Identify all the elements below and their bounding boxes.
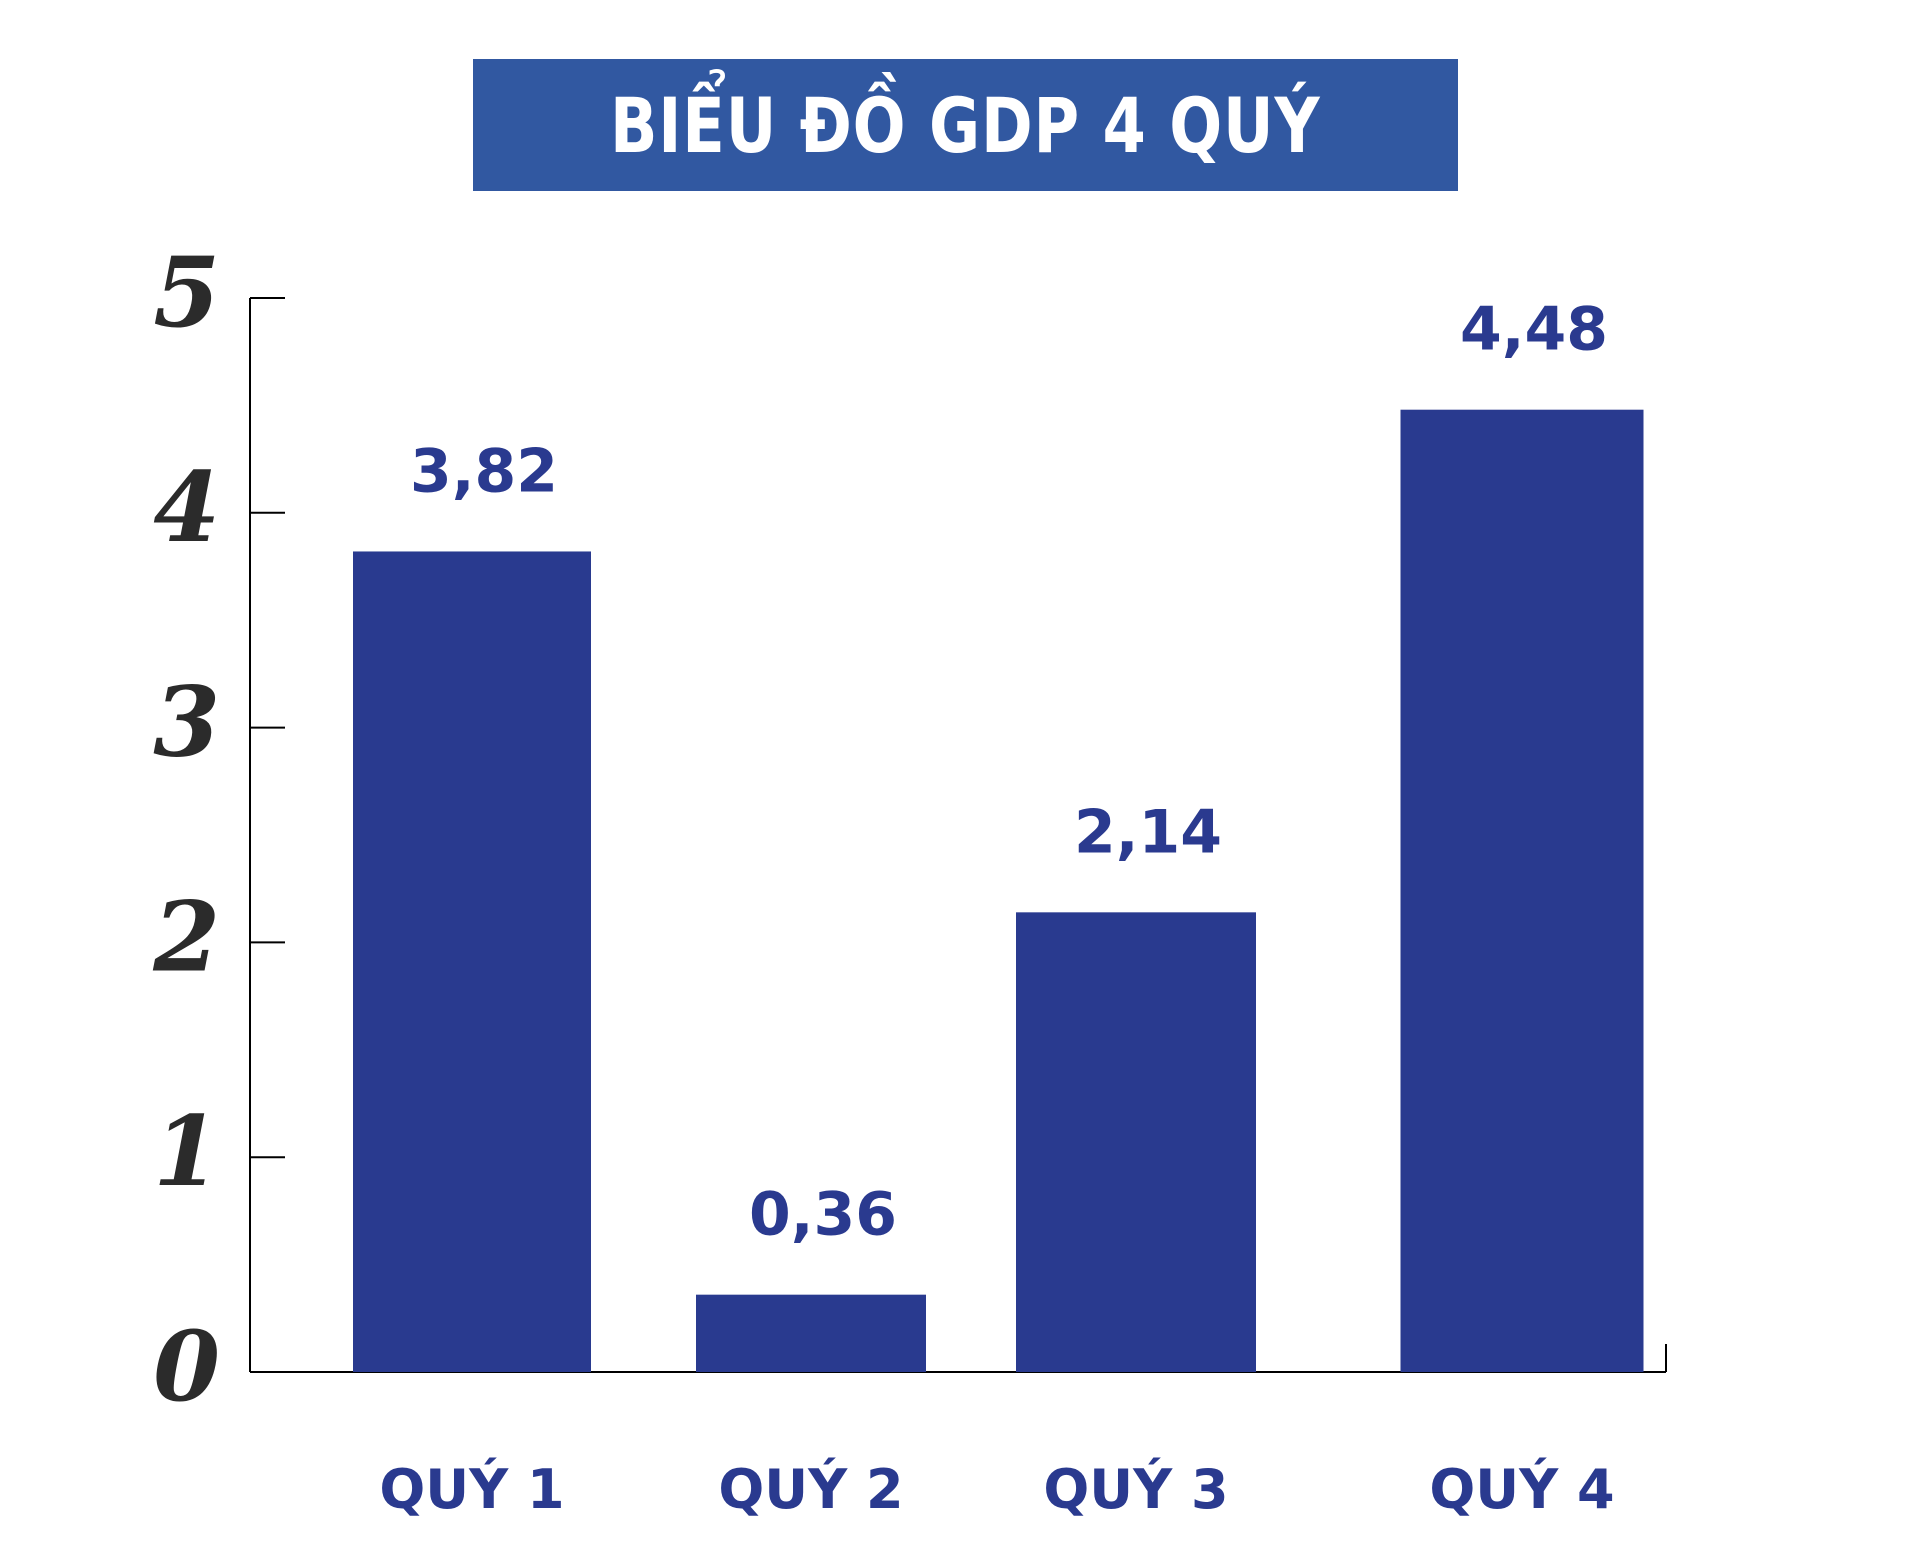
y-tick-label: 5: [153, 236, 220, 349]
y-tick-label: 1: [153, 1095, 220, 1208]
value-label: 3,82: [410, 436, 558, 506]
category-label: QUÝ 2: [718, 1458, 903, 1521]
value-label: 0,36: [749, 1180, 897, 1250]
value-label: 4,48: [1460, 295, 1608, 365]
y-tick-label: 4: [153, 451, 220, 564]
category-label: QUÝ 4: [1429, 1458, 1614, 1521]
bar: [1400, 409, 1644, 1372]
chart-title-banner: BIỂU ĐỒ GDP 4 QUÝ: [473, 59, 1458, 191]
value-labels-group: 3,82 0,36 2,14 4,48: [410, 295, 1608, 1250]
bars-group: [353, 409, 1644, 1372]
category-label: QUÝ 1: [379, 1458, 564, 1521]
y-tick-label: 3: [153, 666, 220, 779]
category-labels-group: QUÝ 1 QUÝ 2 QUÝ 3 QUÝ 4: [379, 1458, 1614, 1521]
value-label: 2,14: [1074, 797, 1222, 867]
y-tick-label: 2: [152, 880, 220, 993]
bar: [353, 551, 591, 1372]
category-label: QUÝ 3: [1043, 1458, 1228, 1521]
bar: [696, 1294, 926, 1372]
chart-title: BIỂU ĐỒ GDP 4 QUÝ: [610, 80, 1321, 170]
y-axis-ticks: 0 1 2 3 4 5: [152, 236, 285, 1423]
bar: [1016, 912, 1256, 1372]
y-tick-label: 0: [153, 1310, 220, 1423]
